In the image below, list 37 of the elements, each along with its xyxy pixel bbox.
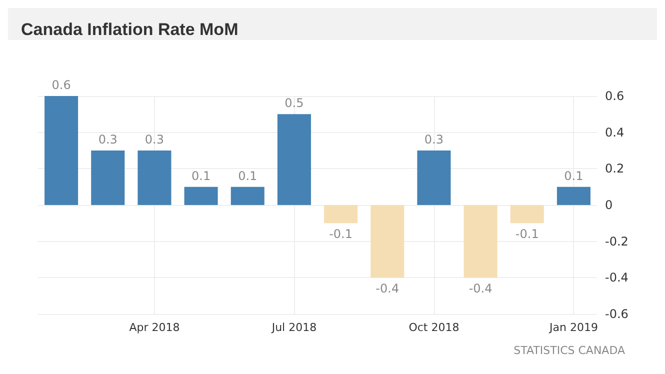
bar [464, 205, 498, 278]
y-tick-label: 0.2 [605, 162, 624, 176]
x-tick-label: Jul 2018 [270, 321, 317, 334]
chart-title: Canada Inflation Rate MoM [21, 20, 238, 39]
data-label: -0.1 [515, 227, 539, 242]
y-tick-label: 0.4 [605, 125, 624, 140]
text: STATISTICS CANADA [514, 344, 626, 357]
data-label: 0.6 [52, 78, 71, 92]
data-label: 0.3 [98, 132, 118, 146]
data-label: 0.1 [238, 168, 258, 183]
data-label: 0.1 [191, 168, 211, 183]
x-tick-label: Jan 2019 [548, 321, 598, 334]
bar [230, 186, 264, 205]
y-tick-label: -0.4 [605, 270, 628, 285]
y-tick-label: 0 [605, 198, 613, 212]
bar [91, 150, 125, 205]
bar [184, 186, 218, 205]
bar [44, 96, 78, 205]
y-tick-label: -0.2 [605, 234, 628, 248]
x-tick-label: Oct 2018 [408, 321, 460, 334]
bar [417, 150, 451, 205]
bar [510, 205, 544, 224]
data-label: 0.3 [144, 132, 164, 146]
data-label: -0.4 [376, 282, 400, 296]
bar [324, 205, 358, 224]
data-label: 0.1 [564, 168, 584, 183]
bar [277, 114, 311, 205]
bar [370, 205, 404, 278]
x-tick-label: Apr 2018 [129, 321, 180, 334]
data-label: 0.3 [424, 132, 444, 146]
data-label: 0.5 [284, 96, 304, 110]
data-label: -0.4 [468, 282, 492, 296]
y-tick-label: 0.6 [605, 89, 624, 103]
data-label: -0.1 [329, 227, 353, 242]
bar [556, 186, 590, 205]
bar [138, 150, 172, 205]
y-tick-label: -0.6 [605, 307, 628, 321]
